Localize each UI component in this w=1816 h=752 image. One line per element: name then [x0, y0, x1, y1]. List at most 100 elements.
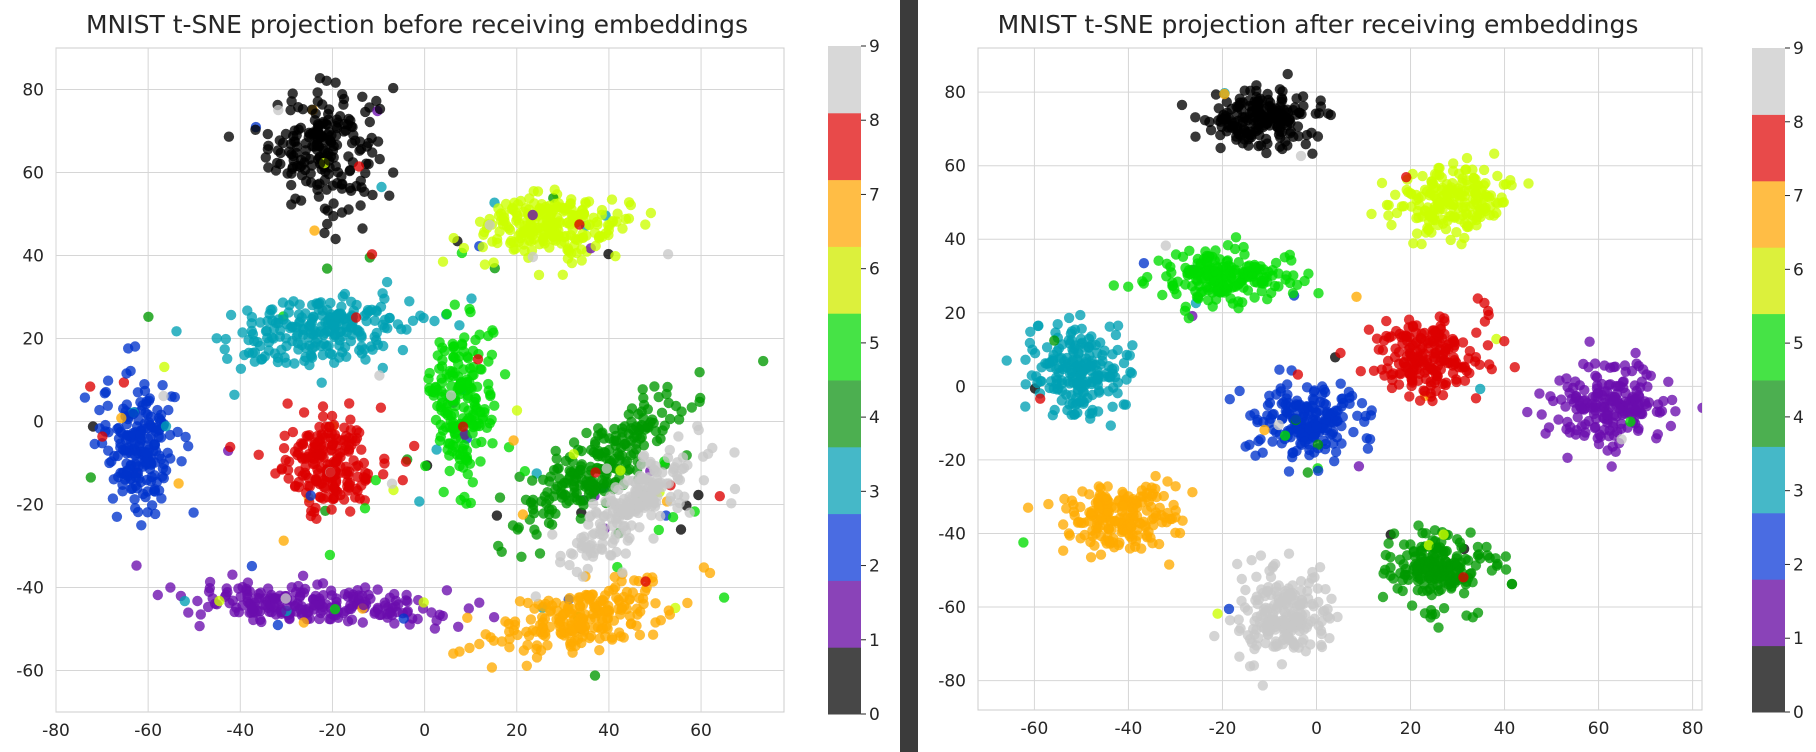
- data-point-class-5: [1018, 537, 1029, 548]
- data-point-class-1: [165, 582, 176, 593]
- data-point-class-2: [1343, 386, 1355, 398]
- data-point-class-3: [1080, 353, 1092, 364]
- data-point-class-8: [1411, 356, 1422, 367]
- data-point-class-2: [123, 343, 134, 354]
- y-tick-label: 40: [22, 247, 44, 267]
- data-point-class-7: [522, 639, 533, 651]
- data-point-class-9: [588, 498, 599, 509]
- data-point-class-7: [555, 627, 566, 638]
- data-point-class-7: [1058, 545, 1069, 556]
- data-point-class-9: [664, 444, 675, 456]
- data-point-class-1: [343, 587, 355, 598]
- data-point-class-9: [1317, 606, 1328, 618]
- y-tick-label: -20: [938, 451, 966, 471]
- data-point-class-5: [469, 392, 481, 403]
- data-point-class-2: [1234, 385, 1245, 397]
- data-point-class-4: [597, 427, 608, 438]
- y-tick-label: 60: [944, 157, 966, 177]
- data-point-class-2: [139, 379, 150, 390]
- data-point-class-7: [512, 629, 523, 641]
- data-point-class-6: [590, 240, 601, 252]
- data-point-class-6: [568, 449, 579, 460]
- data-point-class-9: [729, 447, 740, 458]
- data-point-class-0: [367, 189, 378, 201]
- data-point-class-6: [458, 242, 470, 254]
- data-point-class-4: [596, 474, 608, 486]
- data-point-class-8: [1379, 370, 1390, 381]
- data-point-class-5: [1287, 288, 1299, 299]
- x-tick-label: 0: [1311, 719, 1322, 739]
- data-point-class-0: [364, 116, 375, 128]
- y-tick-label: 80: [22, 81, 44, 101]
- data-point-class-8: [303, 448, 315, 460]
- data-point-class-5: [1246, 268, 1258, 279]
- data-point-class-7: [537, 622, 548, 633]
- data-point-class-0: [323, 155, 335, 166]
- data-point-class-0: [299, 164, 311, 176]
- data-point-class-5: [459, 440, 470, 451]
- data-point-class-1: [1534, 388, 1545, 399]
- data-point-class-0: [1280, 117, 1291, 128]
- colorbar-tick-label: 4: [869, 408, 880, 428]
- data-point-class-8: [354, 427, 365, 438]
- data-point-class-7: [1219, 88, 1230, 100]
- data-point-class-7: [1170, 527, 1181, 538]
- data-point-class-2: [1366, 405, 1377, 416]
- data-point-class-4: [589, 670, 601, 681]
- data-point-class-9: [612, 518, 623, 529]
- data-point-class-0: [317, 99, 328, 110]
- data-point-class-8: [225, 441, 236, 453]
- data-point-class-1: [1605, 379, 1616, 390]
- data-point-class-1: [1562, 381, 1573, 393]
- data-point-class-9: [639, 491, 650, 502]
- y-tick-label: -60: [16, 662, 44, 682]
- colorbar-segment: [828, 313, 861, 381]
- data-point-class-6: [477, 241, 488, 253]
- data-point-class-5: [1169, 284, 1180, 295]
- chart-title: MNIST t-SNE projection before receiving …: [86, 10, 748, 39]
- data-point-class-4: [1446, 583, 1457, 594]
- data-point-class-9: [374, 370, 385, 381]
- data-point-class-0: [360, 167, 371, 179]
- data-point-class-2: [153, 485, 165, 496]
- data-point-class-7: [464, 642, 475, 654]
- data-point-class-9: [598, 530, 609, 541]
- data-point-class-8: [1451, 374, 1462, 385]
- y-tick-label: 60: [22, 164, 44, 184]
- data-point-class-4: [321, 263, 333, 274]
- data-point-class-5: [1279, 430, 1291, 441]
- data-point-class-1: [1666, 394, 1678, 406]
- data-point-class-3: [289, 358, 300, 369]
- data-point-class-9: [1265, 571, 1277, 583]
- data-point-class-7: [704, 567, 716, 579]
- data-point-class-1: [262, 583, 274, 594]
- data-point-class-4: [653, 391, 664, 403]
- data-point-class-5: [1286, 255, 1297, 266]
- data-point-class-8: [1479, 316, 1491, 327]
- data-point-class-1: [204, 583, 215, 594]
- data-point-class-8: [325, 467, 336, 478]
- data-point-class-5: [1303, 268, 1314, 279]
- data-point-class-2: [305, 490, 316, 501]
- data-point-class-8: [1404, 391, 1415, 402]
- data-point-class-7: [606, 632, 618, 643]
- data-point-class-7: [627, 587, 638, 598]
- data-point-class-8: [1434, 337, 1445, 348]
- data-point-class-7: [1162, 476, 1173, 487]
- data-point-class-0: [1282, 104, 1293, 115]
- data-point-class-5: [489, 400, 500, 411]
- y-tick-label: -60: [938, 598, 966, 618]
- data-point-class-1: [249, 602, 260, 613]
- data-point-class-5: [468, 361, 479, 373]
- data-point-class-9: [649, 464, 660, 475]
- data-point-class-8: [1386, 331, 1397, 342]
- data-point-class-3: [1087, 404, 1098, 416]
- data-point-class-3: [371, 306, 382, 317]
- data-point-class-5: [1180, 279, 1191, 290]
- data-point-class-6: [1461, 221, 1473, 233]
- data-point-class-3: [326, 309, 337, 320]
- data-point-class-7: [1064, 530, 1075, 541]
- data-point-class-3: [235, 363, 247, 374]
- x-tick-label: -80: [42, 721, 70, 741]
- data-point-class-6: [576, 244, 587, 255]
